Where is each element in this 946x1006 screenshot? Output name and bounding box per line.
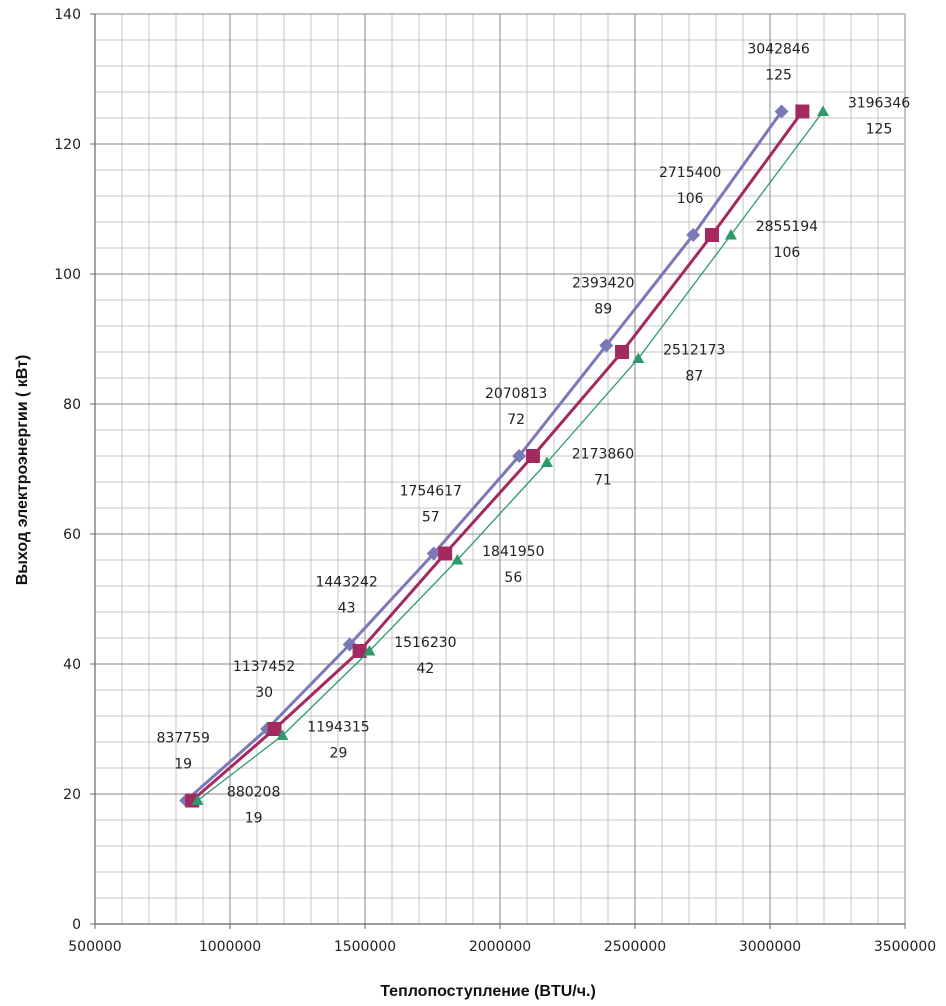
- y-tick-label: 140: [54, 7, 81, 23]
- data-label-lower-y: 106: [774, 245, 801, 261]
- triangle-marker: [817, 105, 830, 116]
- data-label-lower-x: 1841950: [482, 544, 544, 560]
- x-tick-label: 1000000: [199, 939, 261, 955]
- data-label-lower-x: 3196346: [848, 96, 910, 112]
- data-label-lower-x: 2173860: [572, 447, 634, 463]
- triangle-marker: [276, 729, 289, 740]
- series-layer: [179, 104, 830, 808]
- diamond-marker: [512, 449, 527, 463]
- square-marker: [615, 345, 630, 359]
- data-label-upper-y: 19: [174, 757, 192, 773]
- data-label-upper-y: 106: [677, 191, 704, 207]
- data-label-lower-y: 71: [594, 473, 612, 489]
- grid-major: [94, 13, 906, 925]
- data-label-upper-x: 2393420: [572, 276, 634, 292]
- x-tick-label: 2000000: [469, 939, 531, 955]
- triangle-marker: [540, 456, 553, 467]
- data-label-upper-y: 30: [255, 685, 273, 701]
- series-line-3: [197, 111, 824, 802]
- data-label-lower-x: 2512173: [663, 343, 725, 359]
- diamond-marker: [774, 104, 789, 119]
- triangle-marker: [632, 352, 645, 363]
- y-tick-label: 100: [54, 267, 81, 283]
- data-label-upper-y: 43: [338, 601, 356, 617]
- data-label-lower-y: 29: [330, 746, 348, 762]
- tick-labels: 500000 1000000 1500000 2000000 2500000 300000…: [54, 7, 936, 955]
- data-label-upper-x: 1443242: [315, 575, 377, 591]
- data-label-lower-y: 125: [866, 122, 893, 138]
- data-label-upper-y: 57: [422, 510, 440, 526]
- axes: [90, 13, 906, 929]
- y-tick-label: 20: [63, 787, 81, 803]
- y-tick-label: 60: [63, 527, 81, 543]
- data-label-lower-y: 56: [504, 570, 522, 586]
- square-marker: [352, 644, 367, 658]
- data-label-upper-y: 72: [507, 412, 525, 428]
- data-label-lower-x: 1516230: [394, 635, 456, 651]
- triangle-marker: [363, 645, 376, 656]
- y-tick-label: 80: [63, 397, 81, 413]
- x-axis-title: Теплопоступление (BTU/ч.): [380, 983, 596, 1000]
- data-label-upper-x: 2070813: [485, 386, 547, 402]
- data-label-lower-y: 42: [416, 661, 434, 677]
- x-tick-label: 1500000: [334, 939, 396, 955]
- data-label-upper-y: 89: [594, 302, 612, 318]
- data-label-lower-y: 87: [685, 369, 703, 385]
- diamond-marker: [686, 228, 701, 242]
- data-label-lower-x: 1194315: [307, 720, 369, 736]
- y-tick-label: 0: [72, 917, 81, 933]
- x-tick-label: 3000000: [739, 939, 801, 955]
- data-label-upper-x: 1137452: [233, 659, 295, 675]
- square-marker: [438, 546, 453, 561]
- data-label-upper-x: 2715400: [659, 165, 721, 181]
- x-tick-label: 500000: [68, 939, 121, 955]
- diamond-marker: [599, 338, 614, 353]
- series-line-2: [191, 110, 804, 802]
- x-tick-label: 3500000: [874, 939, 936, 955]
- series-line-1: [185, 110, 783, 802]
- y-tick-label: 120: [54, 137, 81, 153]
- square-marker: [704, 228, 719, 242]
- square-marker: [525, 449, 540, 463]
- data-label-lower-x: 880208: [227, 785, 280, 801]
- triangle-marker: [451, 554, 464, 565]
- diamond-marker: [426, 546, 441, 561]
- square-marker: [267, 722, 282, 736]
- data-label-upper-x: 1754617: [400, 484, 462, 500]
- data-label-lower-y: 19: [245, 811, 263, 827]
- x-tick-label: 2500000: [604, 939, 666, 955]
- data-labels: 837759 19 1137452 30 1443242 43 1754617 57 20708…: [156, 42, 910, 827]
- data-label-upper-y: 125: [765, 68, 792, 84]
- y-tick-label: 40: [63, 657, 81, 673]
- square-marker: [795, 104, 810, 119]
- data-label-upper-x: 837759: [156, 731, 209, 747]
- data-label-lower-x: 2855194: [756, 219, 818, 235]
- triangle-marker: [191, 794, 204, 805]
- data-label-upper-x: 3042846: [747, 42, 809, 58]
- triangle-marker: [724, 229, 737, 240]
- y-axis-title: Выход электроэнергии ( кВт): [14, 355, 31, 586]
